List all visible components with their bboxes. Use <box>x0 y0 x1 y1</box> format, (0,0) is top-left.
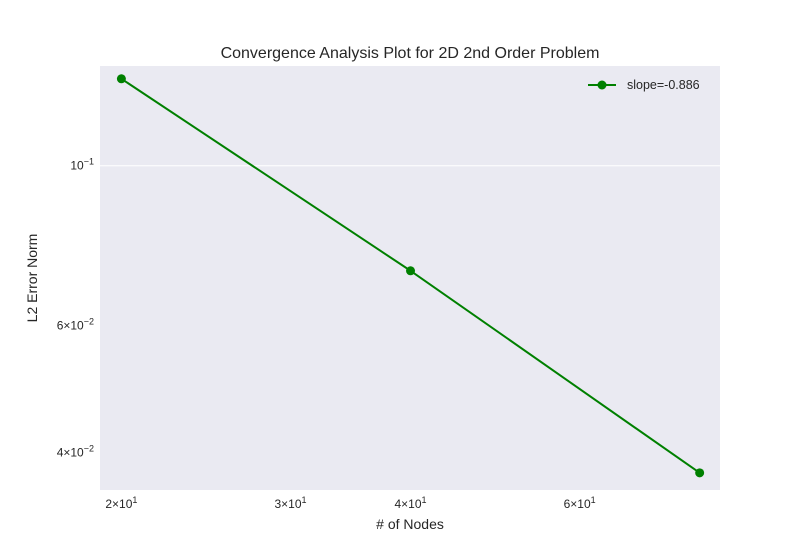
x-axis-label: # of Nodes <box>376 516 444 532</box>
y-tick-label-0: 10−1 <box>70 157 94 173</box>
x-tick-label-2: 4×101 <box>394 495 426 511</box>
y-axis-ticks: 10−1 6×10−2 4×10−2 <box>57 157 94 460</box>
x-tick-label-3: 6×101 <box>564 495 596 511</box>
chart-title: Convergence Analysis Plot for 2D 2nd Ord… <box>221 45 600 62</box>
x-tick-label-0: 2×101 <box>105 495 137 511</box>
y-tick-label-2: 4×10−2 <box>57 444 94 460</box>
legend: slope=-0.886 <box>588 78 700 92</box>
legend-marker-swatch <box>597 80 607 90</box>
series-layer <box>116 74 705 478</box>
x-axis-ticks: 2×101 3×101 4×101 6×101 <box>105 495 595 511</box>
plot-area <box>100 66 720 490</box>
legend-entry-label: slope=-0.886 <box>627 78 700 92</box>
data-point-0-0 <box>116 74 126 84</box>
y-tick-label-1: 6×10−2 <box>57 317 94 333</box>
data-point-0-1 <box>406 266 416 276</box>
y-axis-label: L2 Error Norm <box>24 234 40 323</box>
data-point-0-2 <box>695 468 705 478</box>
x-tick-label-1: 3×101 <box>275 495 307 511</box>
